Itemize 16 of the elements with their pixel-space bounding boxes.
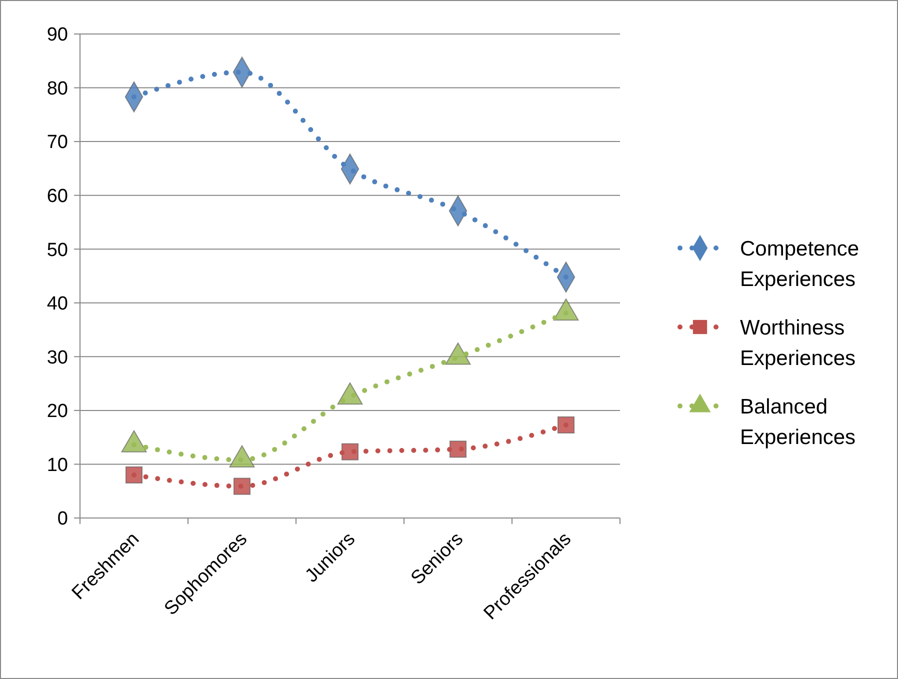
y-tick-label: 20 [46, 401, 68, 422]
y-tick-label: 0 [57, 508, 68, 530]
y-tick-label: 10 [46, 454, 68, 476]
legend-label: Competence Experiences [740, 237, 860, 291]
legend-label: Worthiness Experiences [740, 316, 856, 370]
point [233, 478, 251, 495]
point [125, 466, 143, 484]
y-tick-label: 40 [46, 294, 68, 315]
y-tick-label: 80 [46, 78, 68, 100]
point [557, 416, 575, 434]
y-tick-label: 30 [46, 347, 68, 368]
y-tick-label: 50 [46, 240, 68, 261]
y-tick-label: 90 [46, 24, 68, 46]
y-tick-label: 60 [46, 186, 68, 207]
legend-label: Balanced Experiences [740, 395, 856, 449]
y-tick-label: 70 [46, 132, 68, 154]
